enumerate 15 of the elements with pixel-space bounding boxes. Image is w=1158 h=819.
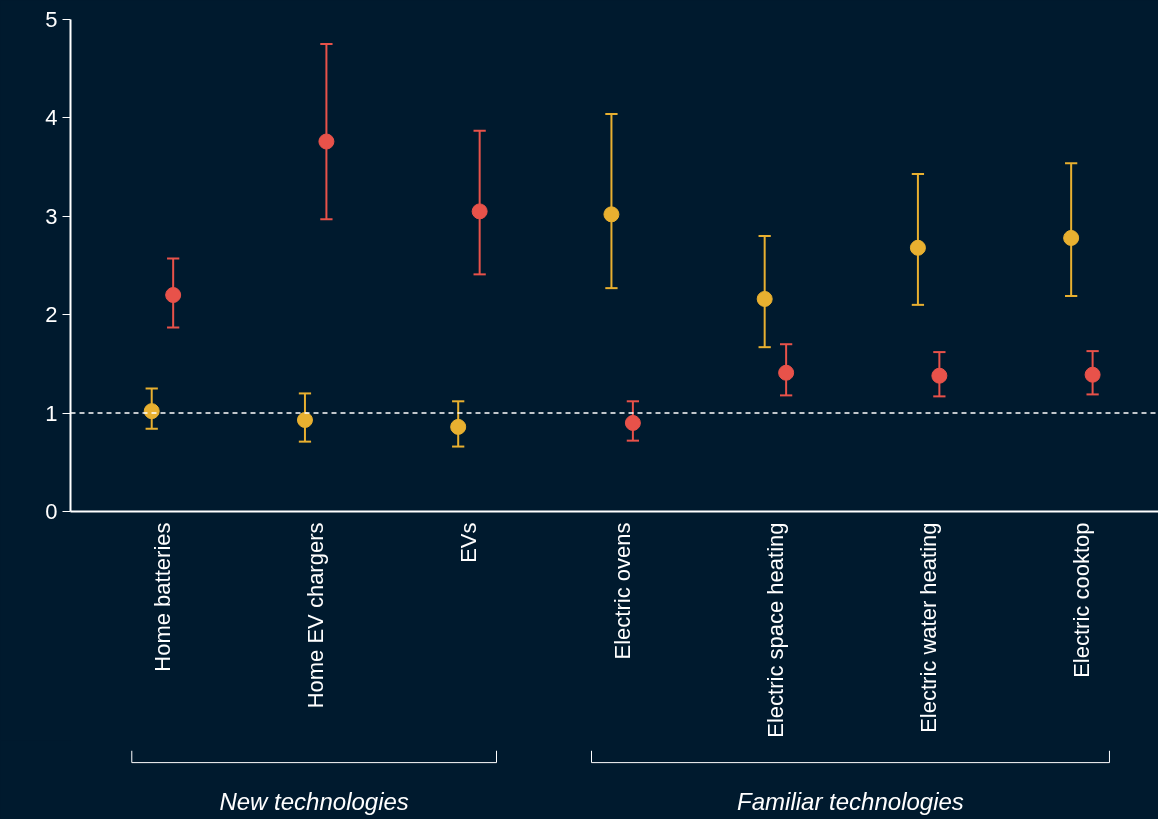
y-tick-label: 5 — [45, 7, 58, 32]
y-tick-label: 2 — [45, 302, 58, 328]
text: Familiar technologies — [737, 787, 964, 815]
y-tick-label: 3 — [45, 203, 58, 229]
x-tick-label: Home EV chargers — [303, 522, 329, 709]
y-tick-label: 0 — [45, 499, 58, 524]
y-tick-label: 4 — [45, 105, 58, 131]
x-tick-label: Electric cooktop — [1069, 522, 1095, 678]
x-tick-label: Electric ovens — [609, 522, 635, 660]
y-tick-label: 1 — [45, 400, 58, 426]
x-tick-label: Electric space heating — [762, 522, 788, 738]
text: New technologies — [219, 787, 409, 815]
x-tick-label: EVs — [456, 522, 482, 563]
x-tick-label: Electric water heating — [916, 522, 942, 733]
x-tick-label: Home batteries — [149, 522, 175, 672]
